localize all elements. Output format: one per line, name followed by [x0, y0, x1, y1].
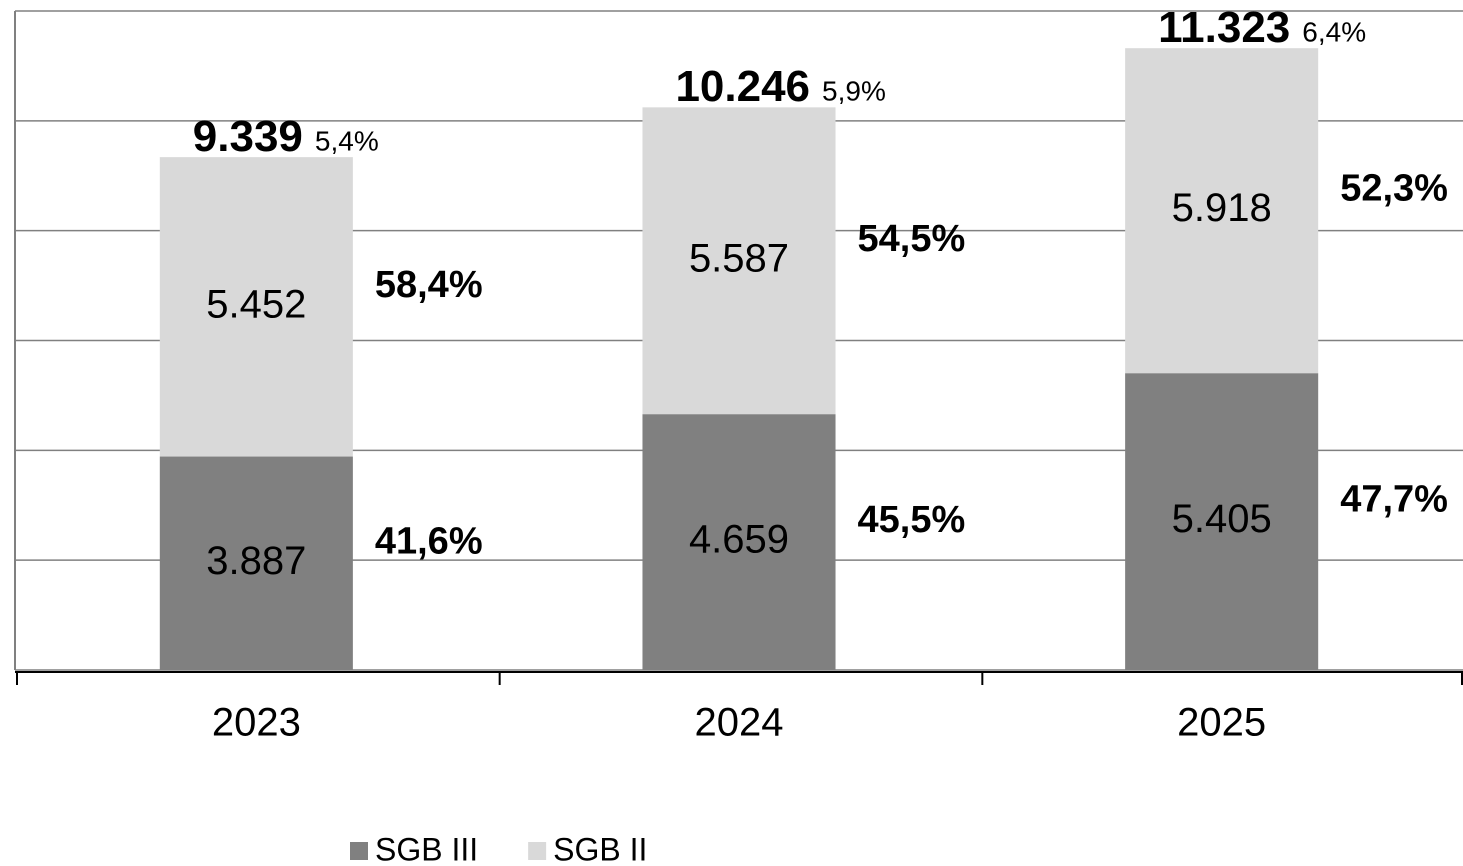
x-tick-label: 2024 [695, 701, 784, 745]
segment-label: 4.659 [689, 518, 789, 562]
bar-segment [159, 456, 353, 670]
total-rate-label: 5,9% [822, 76, 886, 107]
segment-label: 5.918 [1172, 186, 1272, 230]
legend-swatch [350, 842, 368, 860]
share-label: 45,5% [858, 499, 966, 541]
total-label: 10.246 [675, 62, 810, 111]
total-label: 9.339 [193, 112, 303, 161]
share-label: 47,7% [1340, 479, 1448, 521]
x-tick-label: 2025 [1177, 701, 1266, 745]
share-label: 54,5% [858, 218, 966, 260]
total-rate-label: 5,4% [315, 126, 379, 157]
legend-label: SGB II [553, 831, 647, 866]
legend-label: SGB III [375, 831, 478, 866]
bar-segment [159, 157, 353, 457]
bar-segment [642, 414, 836, 670]
segment-label: 5.587 [689, 236, 789, 280]
share-label: 52,3% [1340, 168, 1448, 210]
legend-swatch [528, 842, 547, 860]
segment-label: 5.405 [1172, 497, 1272, 541]
x-tick-label: 2023 [212, 701, 301, 745]
share-label: 58,4% [375, 264, 483, 306]
segment-label: 3.887 [206, 539, 306, 583]
bar-segment [1125, 373, 1319, 670]
share-label: 41,6% [375, 520, 483, 562]
segment-label: 5.452 [206, 282, 306, 326]
bar-segment [1125, 48, 1319, 374]
total-label: 11.323 [1158, 3, 1290, 52]
bar-segment [642, 107, 836, 415]
total-rate-label: 6,4% [1302, 17, 1366, 48]
